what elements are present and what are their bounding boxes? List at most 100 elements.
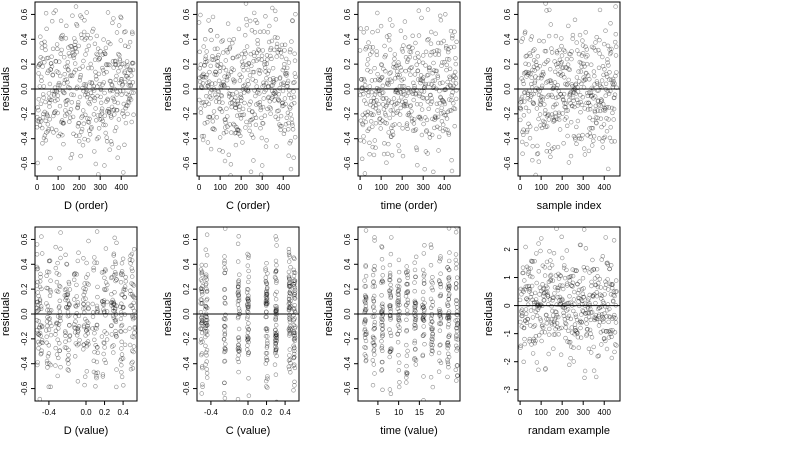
data-point: [412, 357, 417, 362]
data-point: [273, 258, 279, 264]
data-point: [562, 117, 568, 122]
data-point: [530, 297, 535, 302]
data-point: [574, 329, 579, 334]
data-point: [221, 131, 227, 136]
data-point: [526, 70, 531, 75]
data-point: [609, 355, 614, 361]
data-point: [205, 83, 210, 89]
data-point: [288, 265, 293, 270]
data-point: [564, 283, 570, 288]
data-point: [420, 305, 425, 311]
data-point: [217, 147, 222, 153]
data-point: [98, 94, 103, 100]
data-point: [404, 123, 409, 128]
data-point: [273, 93, 278, 99]
data-point: [291, 94, 297, 100]
data-point: [121, 286, 127, 291]
data-point: [388, 333, 394, 338]
data-point: [580, 302, 585, 307]
data-point: [449, 158, 454, 163]
data-point: [246, 297, 251, 302]
data-point: [81, 297, 86, 302]
data-point: [37, 331, 43, 336]
data-point: [265, 106, 270, 112]
data-point: [232, 79, 237, 85]
data-point: [396, 143, 401, 148]
data-point: [445, 346, 450, 351]
data-point: [451, 44, 457, 50]
data-point: [273, 344, 278, 349]
data-point: [428, 263, 434, 268]
data-point: [450, 77, 456, 83]
data-point: [264, 281, 269, 286]
data-point: [114, 277, 119, 282]
data-point: [446, 354, 452, 360]
data-point: [602, 285, 608, 291]
data-point: [198, 277, 204, 282]
data-point: [110, 107, 116, 113]
data-point: [408, 72, 413, 77]
data-point: [58, 230, 63, 235]
data-point: [245, 330, 251, 335]
data-point: [94, 51, 99, 57]
data-point: [440, 128, 446, 134]
data-point: [535, 302, 540, 308]
data-point: [199, 297, 205, 303]
data-point: [111, 301, 117, 306]
data-point: [291, 278, 296, 284]
data-point: [273, 332, 279, 337]
data-point: [262, 89, 267, 95]
data-point: [366, 40, 371, 45]
data-point: [130, 29, 135, 35]
data-point: [543, 108, 548, 113]
data-point: [441, 38, 446, 44]
data-point: [287, 259, 292, 264]
data-point: [265, 271, 270, 276]
data-point: [198, 286, 204, 291]
data-point: [130, 359, 135, 365]
data-point: [437, 281, 443, 287]
data-point: [122, 294, 127, 300]
data-point: [199, 315, 204, 320]
data-point: [530, 67, 535, 73]
data-point: [265, 30, 271, 35]
data-point: [575, 281, 580, 287]
data-point: [562, 275, 568, 281]
data-point: [52, 110, 57, 116]
data-point: [283, 121, 289, 127]
data-point: [573, 91, 578, 96]
data-point: [380, 331, 385, 336]
data-point: [446, 267, 451, 272]
data-point: [46, 384, 51, 389]
data-point: [277, 86, 282, 91]
data-point: [593, 282, 599, 288]
data-point: [591, 368, 597, 373]
data-point: [249, 109, 255, 115]
data-point: [236, 335, 241, 341]
data-point: [85, 272, 91, 277]
data-point: [454, 261, 459, 266]
data-point: [233, 105, 238, 110]
data-point: [78, 153, 83, 159]
data-point: [588, 306, 593, 311]
data-point: [118, 358, 123, 363]
data-point: [538, 302, 543, 307]
data-point: [534, 280, 539, 286]
data-point: [404, 270, 409, 275]
data-point: [48, 67, 53, 72]
data-point: [273, 340, 278, 346]
data-point: [417, 115, 422, 120]
data-point: [375, 28, 380, 34]
data-point: [94, 322, 100, 328]
data-point: [520, 78, 526, 84]
data-point: [50, 72, 55, 77]
data-point: [284, 115, 289, 121]
data-point: [264, 345, 270, 350]
data-point: [371, 348, 376, 354]
data-point: [429, 96, 434, 101]
data-point: [77, 66, 82, 72]
data-point: [267, 77, 273, 82]
data-point: [281, 131, 287, 137]
data-point: [121, 101, 127, 107]
data-point: [568, 90, 573, 95]
